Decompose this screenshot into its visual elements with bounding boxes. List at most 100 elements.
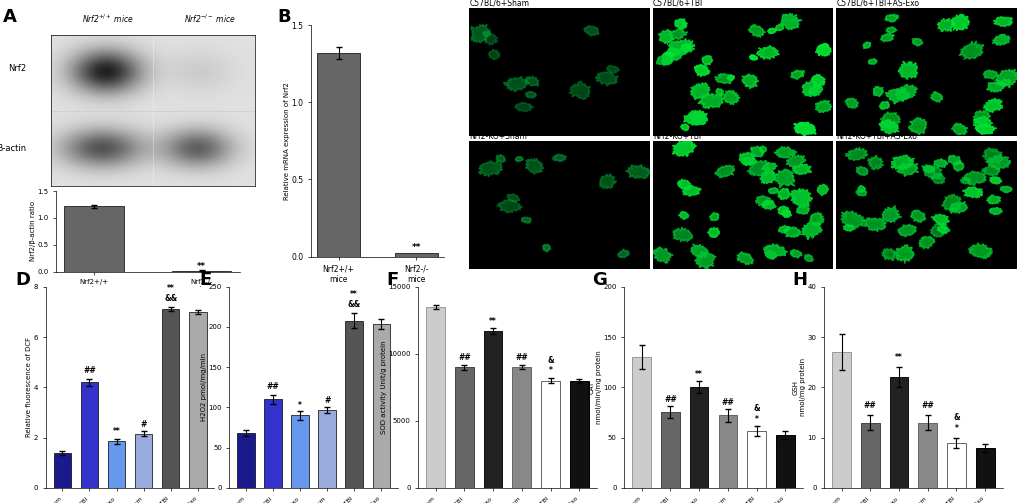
Text: ##: ##	[515, 353, 528, 362]
Polygon shape	[878, 120, 898, 134]
Bar	[947, 443, 965, 488]
Polygon shape	[697, 94, 722, 109]
Text: ##: ##	[458, 353, 471, 362]
Polygon shape	[715, 88, 723, 95]
Bar	[264, 399, 281, 488]
Bar	[345, 320, 363, 488]
Text: E: E	[199, 271, 211, 289]
Polygon shape	[936, 18, 954, 31]
Text: ##: ##	[663, 395, 677, 404]
Polygon shape	[667, 38, 694, 54]
Polygon shape	[880, 33, 894, 42]
Y-axis label: CAT
nmol/min/mg protein: CAT nmol/min/mg protein	[588, 351, 601, 424]
Polygon shape	[972, 116, 991, 128]
Polygon shape	[661, 52, 674, 60]
Bar	[426, 307, 444, 488]
Polygon shape	[583, 26, 598, 36]
Bar	[54, 453, 71, 488]
Polygon shape	[661, 49, 682, 62]
Polygon shape	[844, 98, 857, 109]
Text: ##: ##	[266, 382, 279, 391]
Text: ##: ##	[920, 401, 933, 410]
Polygon shape	[881, 206, 901, 222]
Bar	[832, 352, 850, 488]
Polygon shape	[680, 43, 691, 52]
Text: β-actin: β-actin	[0, 144, 26, 153]
Polygon shape	[776, 206, 790, 217]
Polygon shape	[801, 222, 821, 239]
Polygon shape	[890, 155, 913, 171]
Polygon shape	[884, 14, 898, 22]
Text: G: G	[591, 271, 606, 289]
Polygon shape	[746, 160, 769, 176]
Text: *: *	[298, 401, 302, 410]
Polygon shape	[807, 85, 822, 96]
Polygon shape	[911, 38, 922, 46]
Y-axis label: GSH
nmol/mg protein: GSH nmol/mg protein	[792, 358, 805, 416]
Bar	[570, 381, 588, 488]
Polygon shape	[814, 43, 830, 56]
Polygon shape	[932, 158, 947, 167]
Polygon shape	[845, 147, 867, 160]
Polygon shape	[701, 55, 712, 66]
Text: Nrf2$^{-/-}$ mice: Nrf2$^{-/-}$ mice	[183, 13, 236, 25]
Polygon shape	[862, 217, 886, 231]
Polygon shape	[985, 195, 1000, 204]
Polygon shape	[542, 244, 550, 252]
Polygon shape	[682, 186, 701, 196]
Polygon shape	[993, 17, 1012, 27]
Polygon shape	[962, 171, 985, 186]
Polygon shape	[786, 155, 805, 168]
Polygon shape	[896, 163, 917, 177]
Bar	[108, 442, 125, 488]
Polygon shape	[886, 27, 896, 33]
Polygon shape	[767, 188, 779, 194]
Polygon shape	[707, 227, 719, 237]
Polygon shape	[656, 55, 669, 65]
Polygon shape	[962, 187, 981, 198]
Polygon shape	[982, 98, 1002, 113]
Polygon shape	[675, 19, 687, 30]
Polygon shape	[783, 226, 800, 237]
Polygon shape	[879, 112, 900, 128]
Polygon shape	[895, 85, 916, 100]
Polygon shape	[484, 32, 497, 45]
Polygon shape	[972, 110, 989, 124]
Polygon shape	[781, 210, 791, 218]
Bar	[317, 53, 360, 257]
Bar	[318, 410, 335, 488]
Bar	[917, 423, 936, 488]
Polygon shape	[985, 80, 1004, 93]
Polygon shape	[482, 32, 490, 36]
Bar	[975, 448, 994, 488]
Polygon shape	[809, 212, 823, 226]
Text: A: A	[3, 9, 16, 27]
Polygon shape	[652, 246, 673, 263]
Text: ##: ##	[720, 398, 734, 407]
Bar	[162, 309, 179, 488]
Bar	[889, 377, 908, 488]
Y-axis label: SOD activity Unit/g protein: SOD activity Unit/g protein	[380, 341, 386, 434]
Polygon shape	[471, 24, 490, 43]
Polygon shape	[525, 158, 543, 175]
Polygon shape	[898, 61, 917, 79]
Polygon shape	[952, 160, 963, 172]
Polygon shape	[605, 65, 619, 73]
Polygon shape	[980, 165, 1000, 176]
Polygon shape	[506, 194, 520, 202]
Polygon shape	[688, 112, 707, 125]
Text: &
*: & *	[752, 404, 759, 424]
Polygon shape	[762, 243, 787, 258]
Polygon shape	[878, 101, 889, 110]
Polygon shape	[789, 249, 801, 258]
Polygon shape	[951, 123, 967, 135]
Polygon shape	[974, 123, 996, 134]
Polygon shape	[958, 41, 982, 59]
Polygon shape	[672, 140, 696, 156]
Text: B: B	[277, 9, 290, 27]
Text: #: #	[141, 420, 147, 429]
Polygon shape	[777, 225, 789, 233]
Polygon shape	[774, 25, 784, 31]
Polygon shape	[709, 212, 718, 220]
Polygon shape	[552, 154, 566, 161]
